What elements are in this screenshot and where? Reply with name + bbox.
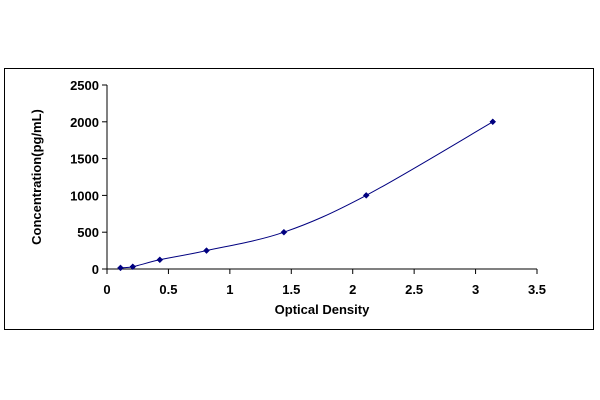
y-tick-label: 1500 (70, 152, 99, 167)
y-tick-label: 1000 (70, 188, 99, 203)
data-points (117, 118, 497, 272)
y-tick-label: 2500 (70, 78, 99, 93)
x-axis-title: Optical Density (275, 302, 370, 317)
x-tick-label: 0 (103, 282, 110, 297)
tick-labels: 0 500 1000 1500 2000 2500 0 0.5 1 1.5 2 2.5 3 3.5 (70, 78, 546, 297)
data-point-marker (489, 118, 497, 126)
x-tick-label: 1 (226, 282, 233, 297)
data-point-marker (203, 247, 210, 254)
tick-marks (102, 84, 538, 274)
axes (106, 85, 537, 270)
data-point-marker (117, 264, 124, 272)
data-point-marker (280, 228, 288, 236)
x-tick-label: 2.5 (405, 282, 423, 297)
data-point-marker (362, 192, 370, 199)
x-tick-label: 2 (349, 282, 356, 297)
x-tick-label: 1.5 (282, 282, 300, 297)
x-tick-label: 3.5 (528, 282, 546, 297)
chart-frame: 0 500 1000 1500 2000 2500 0 0.5 1 1.5 2 2.5 3 3.5 Opt… (4, 68, 594, 330)
data-point-marker (129, 263, 137, 271)
x-tick-label: 0.5 (159, 282, 177, 297)
data-point-marker (156, 256, 164, 264)
y-tick-label: 0 (92, 262, 99, 277)
fitted-curve-line (120, 121, 494, 269)
standard-curve-chart: 0 500 1000 1500 2000 2500 0 0.5 1 1.5 2 2.5 3 3.5 Opt… (29, 78, 546, 317)
y-axis-title: Concentration(pg/mL) (29, 109, 44, 245)
x-tick-label: 3 (472, 282, 479, 297)
y-tick-label: 500 (77, 225, 99, 240)
y-tick-label: 2000 (70, 115, 99, 130)
